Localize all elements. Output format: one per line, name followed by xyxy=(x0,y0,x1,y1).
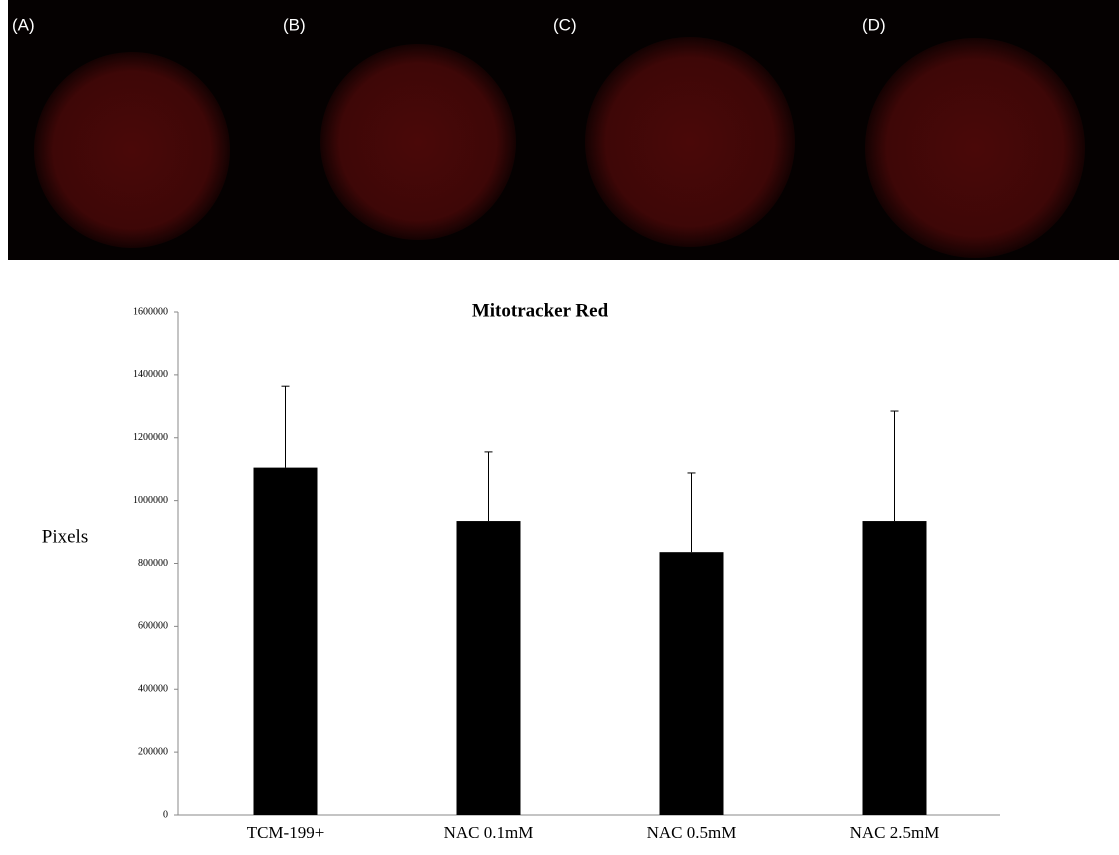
y-tick-label: 1600000 xyxy=(133,306,168,317)
oocyte-image xyxy=(865,38,1085,258)
y-tick-label: 600000 xyxy=(138,621,168,632)
y-axis-label: Pixels xyxy=(42,526,88,547)
oocyte-image xyxy=(34,52,230,248)
bar xyxy=(660,552,724,815)
oocyte-image xyxy=(320,44,516,240)
panel-label: (A) xyxy=(12,15,35,34)
panel-label: (D) xyxy=(862,15,886,34)
panel-label: (B) xyxy=(283,15,306,34)
x-tick-label: TCM-199+ xyxy=(247,823,325,842)
x-tick-label: NAC 0.1mM xyxy=(444,823,534,842)
bar xyxy=(863,521,927,815)
bar xyxy=(457,521,521,815)
y-tick-label: 0 xyxy=(163,809,168,820)
y-tick-label: 1000000 xyxy=(133,495,168,506)
figure: (A) (B) (C) (D) Mitotracker Red Pixels 0… xyxy=(0,0,1119,850)
y-tick-label: 1200000 xyxy=(133,432,168,443)
oocyte-image xyxy=(585,37,795,247)
y-tick-label: 400000 xyxy=(138,684,168,695)
x-tick-label: NAC 2.5mM xyxy=(850,823,940,842)
x-tick-label: NAC 0.5mM xyxy=(647,823,737,842)
y-tick-label: 800000 xyxy=(138,558,168,569)
panel-label: (C) xyxy=(553,15,577,34)
bar xyxy=(254,468,318,815)
y-tick-label: 200000 xyxy=(138,746,168,757)
chart-title: Mitotracker Red xyxy=(472,300,609,321)
y-tick-label: 1400000 xyxy=(133,369,168,380)
